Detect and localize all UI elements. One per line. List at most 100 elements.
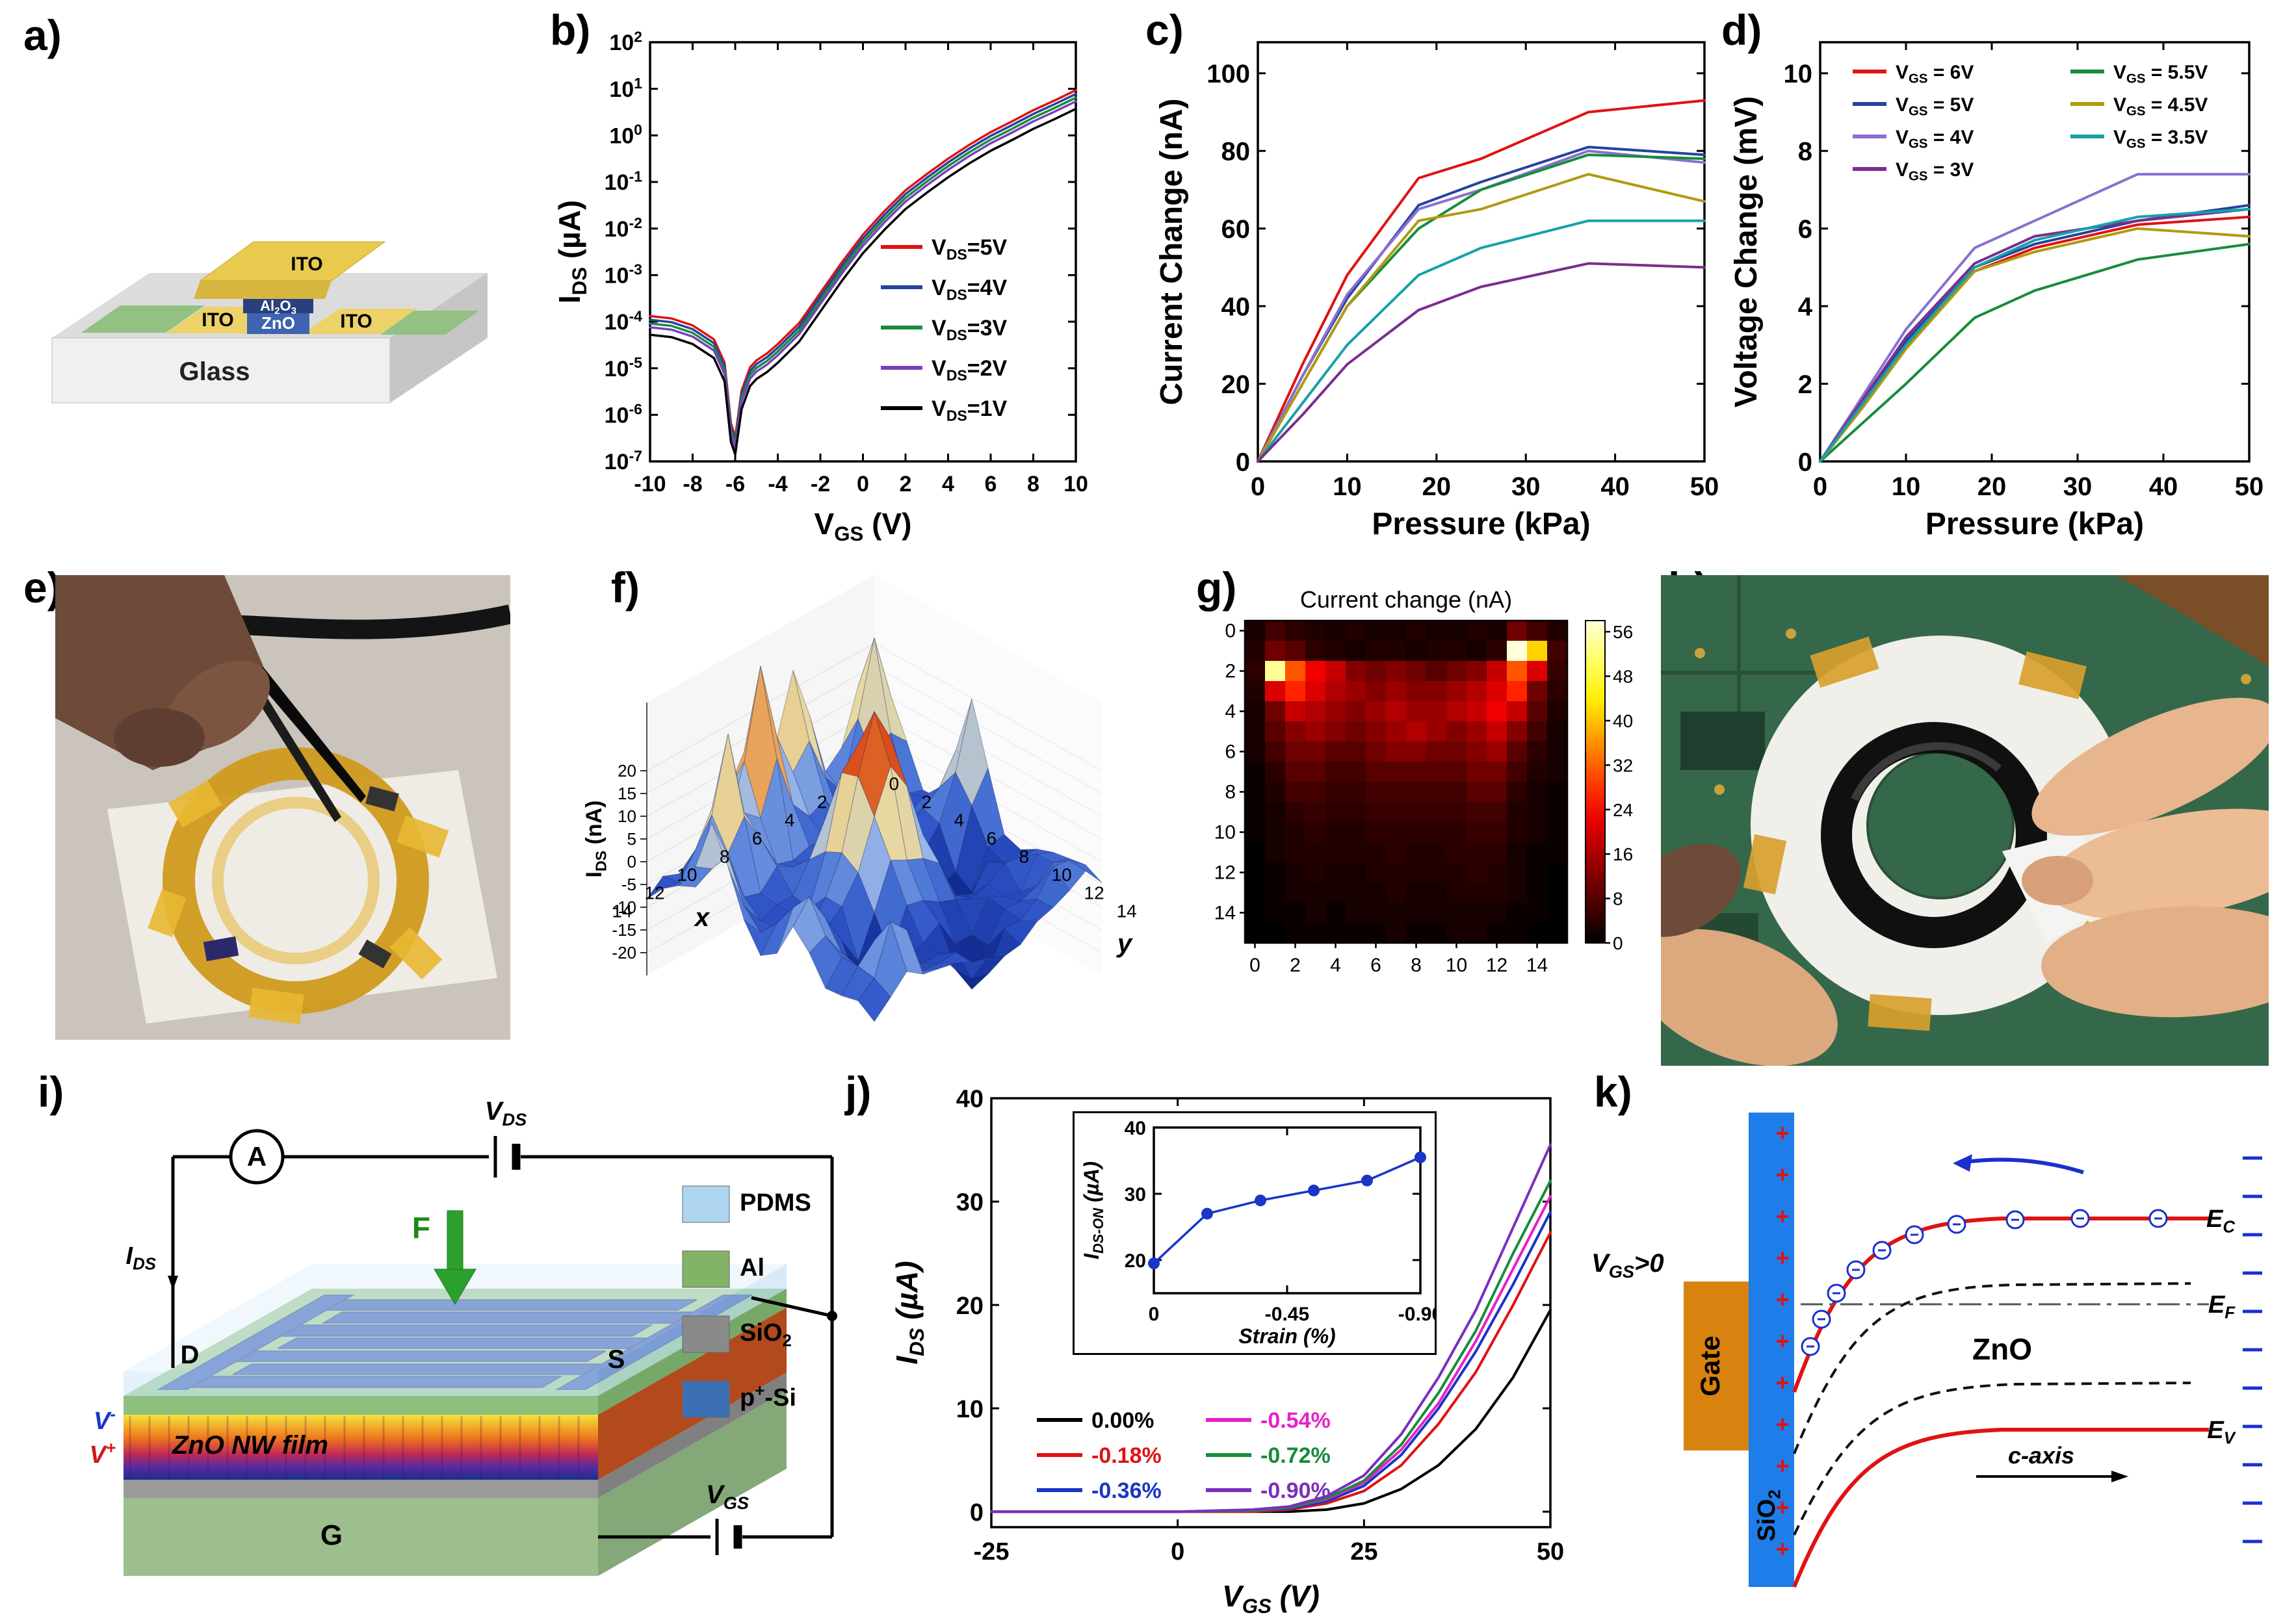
legend-label: VDS=3V bbox=[932, 316, 1008, 343]
cb-tick-label: 16 bbox=[1613, 844, 1633, 864]
x-tick-label: 30 bbox=[2063, 472, 2093, 501]
panel-i-label: i) bbox=[38, 1068, 64, 1116]
y-tick-label: 10-2 bbox=[605, 214, 642, 242]
x-tick-label: 12 bbox=[644, 883, 664, 903]
legend-swatch-sio2 bbox=[682, 1315, 730, 1353]
vplus-label: V+ bbox=[90, 1439, 116, 1469]
pdms-top bbox=[124, 1264, 787, 1371]
y-tick-label: 6 bbox=[987, 828, 997, 848]
y-tick-label: 40 bbox=[1125, 1118, 1146, 1139]
legend-label-sio2: SiO2 bbox=[740, 1319, 792, 1350]
series-line bbox=[1819, 227, 2250, 463]
series-line bbox=[1819, 242, 2250, 463]
circuit-wires bbox=[171, 1155, 834, 1539]
z-tick-label: -15 bbox=[612, 920, 636, 940]
y-axis-label: IDS (µA) bbox=[890, 1261, 928, 1364]
legend-label: VGS = 4.5V bbox=[2113, 94, 2208, 119]
series-line bbox=[1819, 173, 2250, 463]
legend-swatch-al bbox=[682, 1250, 730, 1288]
zno-label: ZnO bbox=[1972, 1332, 2032, 1366]
x-tick-label: 12 bbox=[1486, 955, 1507, 976]
x-tick-label: -4 bbox=[768, 472, 787, 496]
y-tick-label: 20 bbox=[1221, 370, 1251, 399]
y-tick-label: 2 bbox=[1798, 370, 1812, 399]
legend-label-al: Al bbox=[740, 1254, 764, 1282]
x-tick-label: 0 bbox=[1171, 1538, 1184, 1566]
fingertip bbox=[2022, 856, 2093, 905]
legend-label: VGS = 3.5V bbox=[2113, 127, 2208, 151]
cb-tick-label: 48 bbox=[1613, 667, 1633, 687]
x-tick-label: 10 bbox=[677, 864, 697, 884]
pdms-front bbox=[124, 1371, 598, 1396]
z-tick-label: -5 bbox=[621, 875, 636, 894]
surface bbox=[646, 637, 1102, 1022]
x-tick-label: 8 bbox=[1411, 955, 1422, 976]
pcb-pad bbox=[2241, 674, 2251, 684]
x-tick-label: 4 bbox=[1330, 955, 1341, 976]
legend-label-psi: p+-Si bbox=[740, 1382, 796, 1411]
y-tick-label: 102 bbox=[609, 28, 642, 55]
series-line bbox=[1257, 153, 1706, 463]
ito-left-label: ITO bbox=[202, 309, 233, 331]
y-tick-label: 40 bbox=[956, 1086, 984, 1113]
z-axis-label: IDS (nA) bbox=[582, 801, 609, 878]
panel-k-label: k) bbox=[1594, 1068, 1632, 1116]
series-line bbox=[1819, 207, 2250, 463]
axes: -10 -8 -6 -4 -2 0 2 4 6 8 10 10-7 10-6 10-5 10-4 10-3 10… bbox=[605, 28, 1088, 496]
table-corner bbox=[2116, 575, 2269, 666]
tweezers bbox=[244, 673, 341, 822]
x-tick-label: 25 bbox=[1350, 1538, 1377, 1566]
panel-h-photo bbox=[1661, 575, 2269, 1066]
vminus-label: V- bbox=[94, 1406, 116, 1435]
y-tick-label: 10-5 bbox=[605, 354, 643, 381]
sio2-bar bbox=[1749, 1113, 1794, 1587]
y-tick-label: 2 bbox=[1225, 661, 1236, 682]
x-tick-label: 50 bbox=[1537, 1538, 1564, 1566]
kapton-tape bbox=[396, 815, 449, 858]
ring-highlight bbox=[1851, 742, 2002, 801]
panel-a-label: a) bbox=[23, 11, 62, 59]
electron-flow-arrow bbox=[1959, 1157, 2084, 1174]
x-tick-label: 10 bbox=[1063, 472, 1088, 496]
series-line bbox=[1257, 173, 1706, 463]
plus-charge: + bbox=[1775, 1161, 1789, 1188]
plus-charge: + bbox=[1775, 1203, 1789, 1230]
al2o3-dielectric bbox=[243, 299, 313, 313]
y-tick-label: 6 bbox=[1798, 215, 1812, 244]
y-tick-label: 6 bbox=[1225, 741, 1236, 763]
z-axis: 20 15 10 5 0 -5 -10 -15 -20 bbox=[612, 702, 647, 975]
legend-label: -0.18% bbox=[1091, 1443, 1162, 1468]
x-tick-label: 20 bbox=[1977, 472, 2007, 501]
legend-label: -0.90% bbox=[1260, 1478, 1331, 1503]
pcb-component bbox=[1680, 712, 1765, 770]
heatmap-frame bbox=[1244, 619, 1569, 944]
x-tick-label: 8 bbox=[720, 846, 730, 866]
series-line bbox=[649, 96, 1077, 446]
ammeter-icon bbox=[229, 1129, 285, 1185]
ids-arrow-icon bbox=[168, 1276, 178, 1290]
z-tick-label: 20 bbox=[618, 761, 636, 780]
y-axis-label: IDS-ON (µA) bbox=[1080, 1161, 1106, 1259]
plot-frame bbox=[1257, 41, 1706, 463]
plus-charge: + bbox=[1775, 1452, 1789, 1479]
y-tick-label: 0 bbox=[1236, 448, 1250, 476]
inset-bg bbox=[1073, 1111, 1437, 1355]
thumb bbox=[114, 708, 205, 767]
plot-frame bbox=[649, 41, 1077, 463]
series-line bbox=[649, 92, 1077, 443]
x-tick-label: 6 bbox=[1370, 955, 1381, 976]
x-tick-label: -8 bbox=[683, 472, 702, 496]
drain-label: D bbox=[181, 1341, 200, 1369]
kapton-tape bbox=[168, 780, 222, 828]
x-tick-label: 2 bbox=[900, 472, 912, 496]
x-tick-label: 0 bbox=[1813, 472, 1827, 501]
panel-d-label: d) bbox=[1721, 6, 1762, 54]
sio2-layer-side bbox=[598, 1373, 787, 1498]
materials-legend: PDMS Al SiO2 p+-Si bbox=[682, 1185, 811, 1418]
legend-label: VGS = 4V bbox=[1896, 127, 1974, 151]
ito-right-label: ITO bbox=[340, 311, 372, 332]
force-arrow-shaft bbox=[447, 1210, 463, 1274]
legend-label: VDS=1V bbox=[932, 396, 1008, 424]
ito-gate-front bbox=[194, 281, 332, 299]
